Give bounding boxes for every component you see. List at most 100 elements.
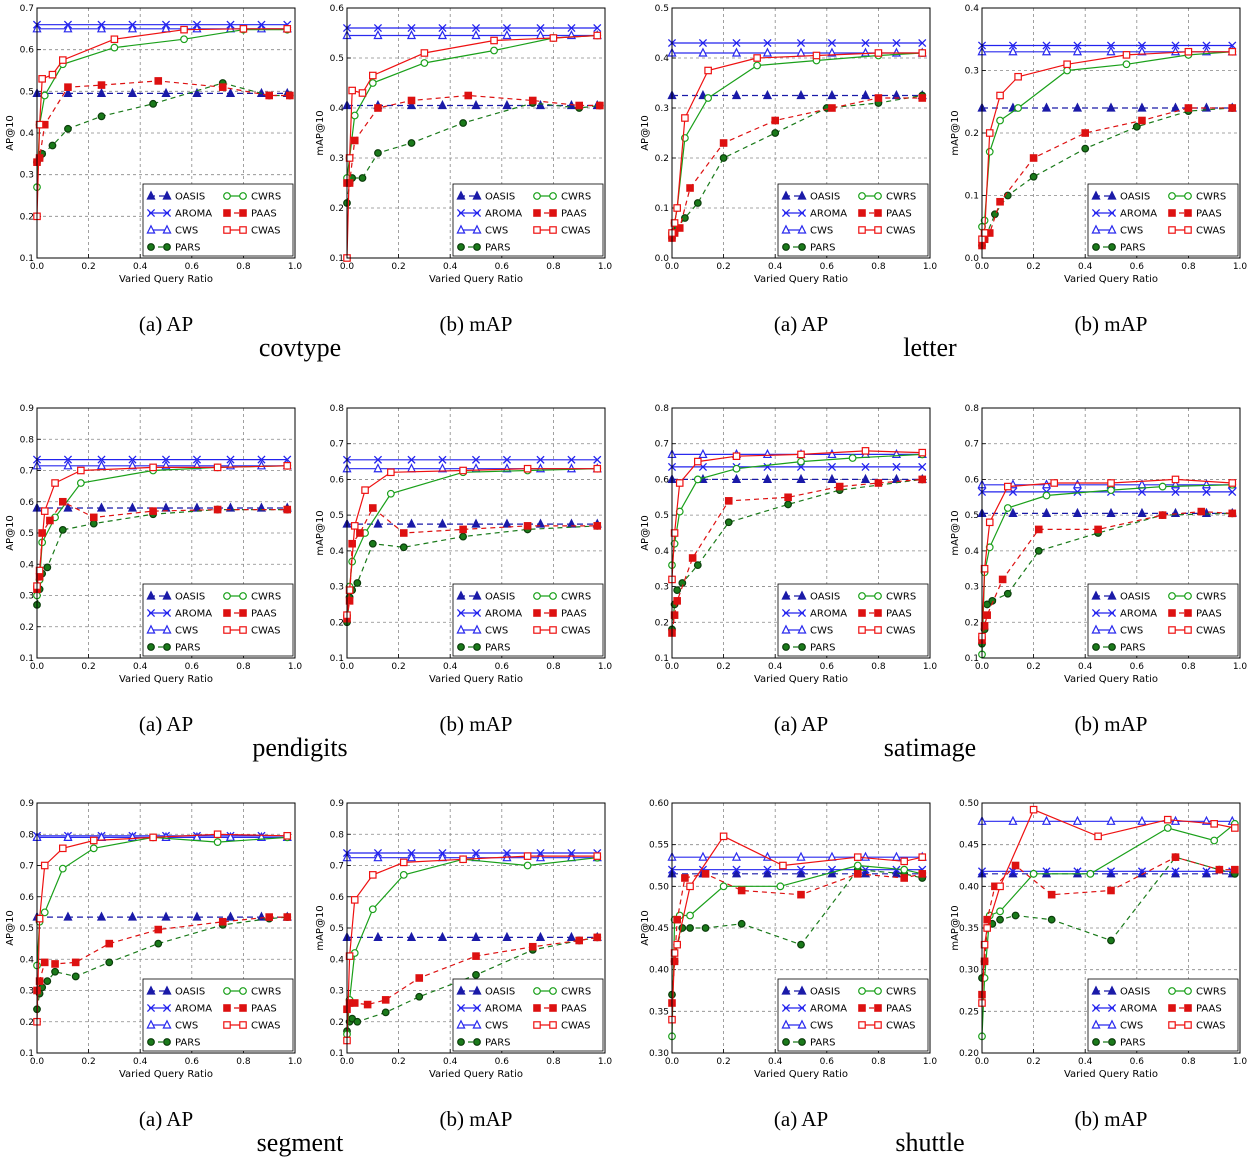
data-point-oasis (731, 473, 742, 484)
legend-entry-pars: PARS (457, 643, 511, 654)
x-tick-label: 0.8 (871, 1057, 886, 1067)
data-point-cwas (900, 857, 909, 866)
data-point-cwas (149, 833, 157, 842)
x-tick-label: 0.0 (30, 1057, 45, 1067)
legend-marker (858, 592, 866, 600)
legend: OASIS CWRS AROMA PAAS CWS CWAS PARS (142, 978, 294, 1052)
data-point-oasis (127, 502, 138, 512)
data-point-cws (698, 47, 708, 57)
data-point-cwrs (1210, 836, 1219, 845)
data-point-cwas (110, 35, 119, 44)
y-tick-label: 0.1 (330, 254, 344, 264)
y-tick-label: 0.5 (20, 924, 34, 934)
legend-entry-cws: CWS (781, 624, 833, 637)
legend-marker (858, 987, 866, 995)
data-point-cwrs (853, 861, 862, 870)
legend-marker (549, 987, 557, 995)
legend-label: PARS (810, 1038, 836, 1049)
legend-label: CWS (485, 226, 508, 237)
caption-shuttle-ap: (a) AP (773, 1107, 829, 1131)
plot-frame (671, 407, 931, 659)
data-point-oasis (373, 518, 383, 528)
data-point-cws (1008, 46, 1018, 56)
chart-covtype-ap: 0.0 0.2 0.4 0.6 0.8 1.0 0.1 0.2 0.3 0.4 0.5 0.6 0.7 V… (0, 0, 302, 300)
data-point-cwas (239, 25, 248, 33)
data-point-cws (373, 463, 383, 473)
data-point-cwas (283, 462, 292, 470)
data-point-cwrs (386, 489, 395, 498)
data-point-cws (566, 852, 577, 862)
x-tick-label: 0.2 (1026, 1057, 1040, 1067)
data-point-cws (63, 831, 73, 841)
data-point-paas (874, 479, 883, 487)
data-point-oasis (1072, 507, 1083, 517)
y-tick-label: 0.50 (959, 799, 979, 809)
dataset-label-shuttle: shuttle (895, 1128, 965, 1157)
legend-entry-cwrs: CWRS (858, 987, 916, 998)
data-point-aroma (63, 455, 73, 464)
series-aroma (667, 462, 927, 471)
y-tick-label: 0.6 (330, 4, 345, 14)
x-tick-label: 0.8 (236, 262, 251, 272)
legend-marker (858, 192, 866, 200)
x-tick-label: 0.6 (1130, 1057, 1145, 1067)
data-point-cwas (980, 564, 989, 573)
data-point-pars (415, 992, 424, 1001)
legend-marker (239, 609, 247, 617)
y-axis-label: mAP@10 (315, 510, 326, 555)
y-tick-label: 0.6 (655, 475, 670, 485)
plot-frame (671, 7, 931, 259)
x-tick-label: 0.4 (443, 662, 458, 672)
legend-entry-cwas: CWAS (858, 626, 916, 637)
legend-marker (146, 590, 156, 600)
x-tick-label: 0.2 (1026, 262, 1040, 272)
legend-entry-cwrs: CWRS (533, 987, 591, 998)
x-tick-label: 0.8 (546, 662, 561, 672)
x-tick-label: 0.4 (133, 1057, 148, 1067)
legend-label: AROMA (175, 1004, 212, 1015)
data-point-cwrs (399, 870, 408, 879)
legend-entry-pars: PARS (1092, 643, 1146, 654)
legend-entry-pars: PARS (457, 243, 511, 254)
legend-label: CWRS (251, 592, 281, 603)
legend-label: OASIS (810, 592, 840, 603)
legend: OASIS CWRS AROMA PAAS CWS CWAS PARS (777, 583, 929, 657)
legend-label: PARS (1120, 1038, 1146, 1049)
data-point-pars (71, 972, 80, 981)
legend-label: AROMA (485, 1004, 522, 1015)
data-point-aroma (732, 38, 741, 48)
legend-marker (874, 226, 882, 234)
data-point-cws (827, 851, 837, 861)
legend-entry-oasis: OASIS (456, 590, 515, 603)
legend-marker (781, 208, 791, 218)
y-axis-label: mAP@10 (315, 110, 326, 155)
data-point-cws (1072, 46, 1083, 56)
legend-marker (223, 209, 231, 217)
series-paas (33, 497, 292, 594)
data-point-cwrs (985, 147, 994, 156)
chart-shuttle-map: 0.0 0.2 0.4 0.6 0.8 1.0 0.20 0.25 0.30 0.35 0.40 0.… (945, 795, 1247, 1095)
data-point-aroma (407, 23, 416, 33)
legend-marker (1108, 1038, 1116, 1046)
data-point-cwrs (213, 838, 222, 846)
x-tick-label: 0.6 (820, 262, 835, 272)
legend-label: CWAS (1196, 1021, 1226, 1032)
data-point-oasis (437, 931, 448, 941)
data-point-paas (149, 507, 157, 515)
y-tick-label: 0.6 (330, 475, 345, 485)
data-point-oasis (192, 911, 202, 921)
legend-entry-aroma: AROMA (456, 609, 522, 620)
data-point-paas (286, 91, 294, 100)
data-point-oasis (535, 931, 546, 941)
data-point-oasis (225, 911, 236, 921)
data-point-cwas (673, 204, 681, 212)
data-point-cws (1137, 46, 1147, 56)
plot-frame (981, 407, 1241, 659)
legend-label: CWS (810, 626, 833, 637)
y-axis-label: mAP@10 (950, 905, 961, 950)
data-point-paas (1197, 507, 1206, 516)
data-point-cwrs (693, 475, 702, 484)
data-point-paas (46, 516, 54, 525)
legend-label: AROMA (485, 209, 522, 220)
